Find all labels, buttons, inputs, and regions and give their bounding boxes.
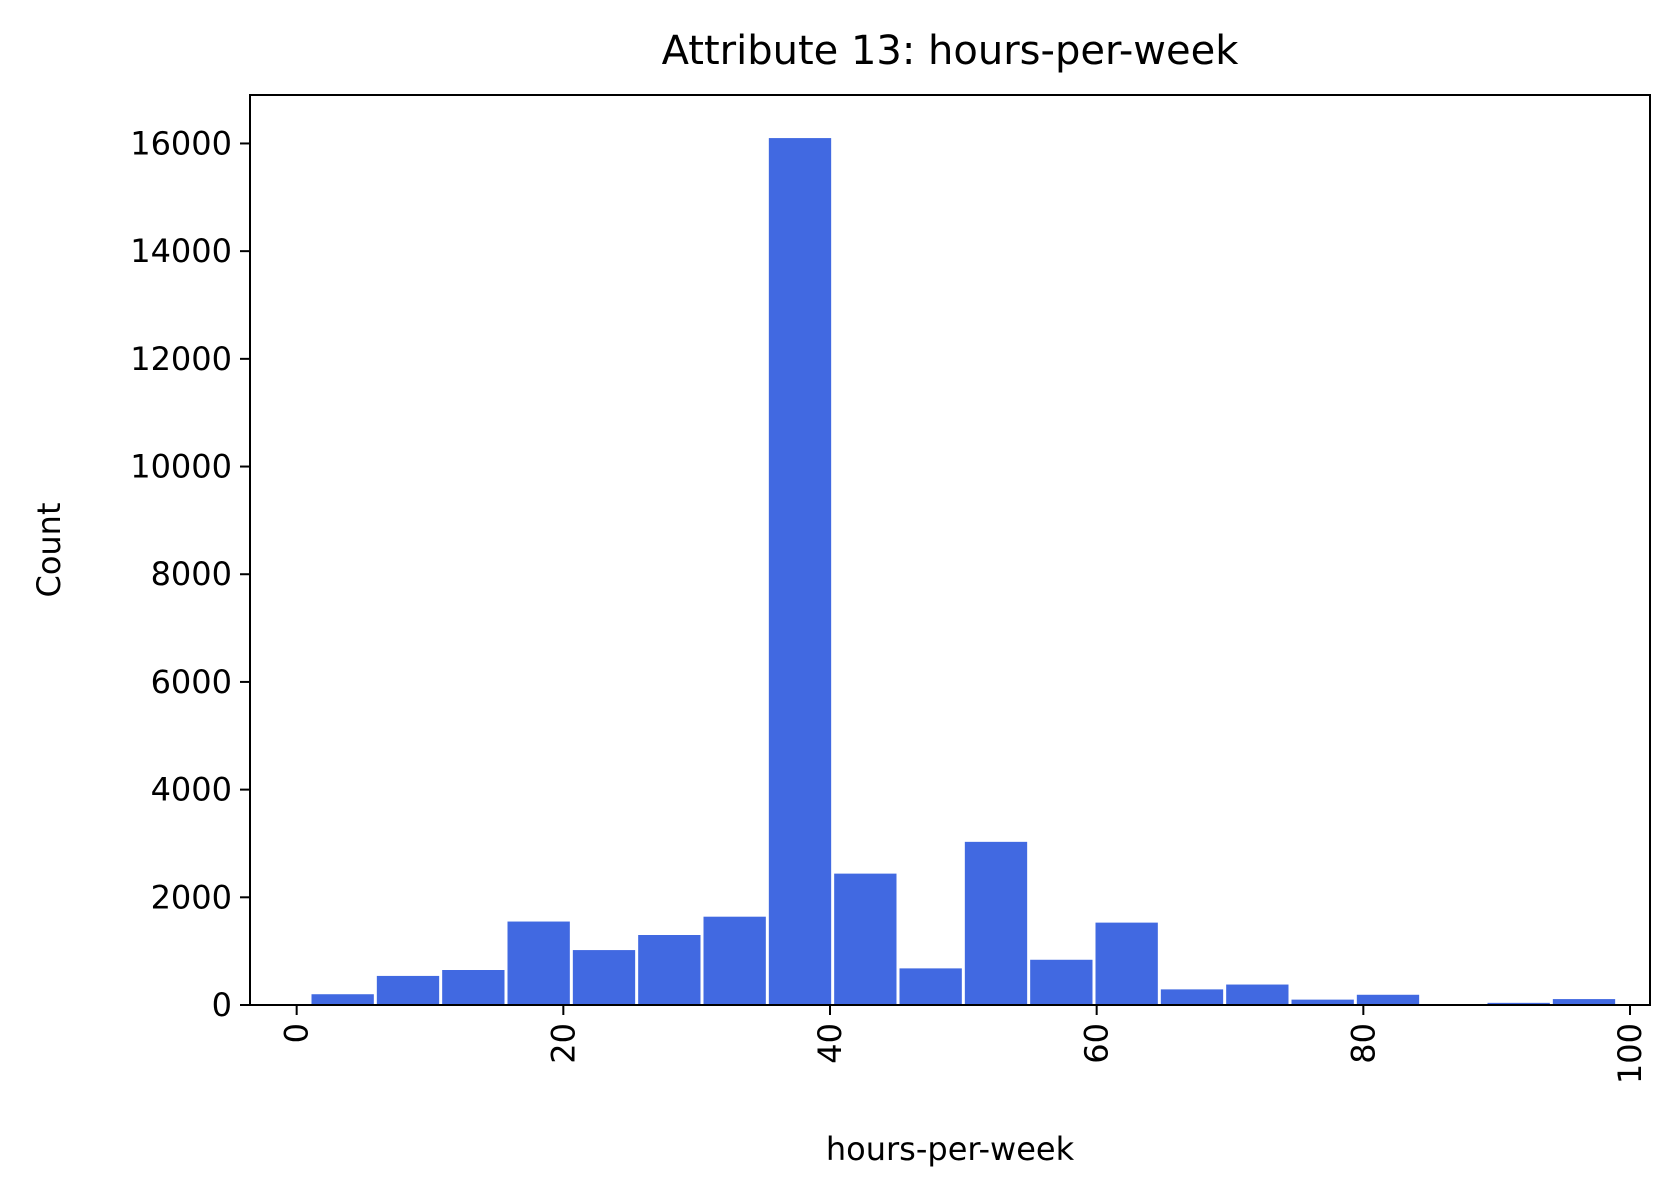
histogram-bar-13 <box>1160 989 1224 1005</box>
y-tick-label: 6000 <box>151 663 232 701</box>
y-tick-label: 0 <box>212 986 232 1024</box>
histogram-bar-0 <box>311 994 374 1005</box>
histogram-bar-14 <box>1226 984 1289 1005</box>
histogram-bar-1 <box>376 975 440 1005</box>
histogram-bar-8 <box>834 873 897 1005</box>
x-tick-label: 60 <box>1078 1023 1116 1064</box>
x-axis: 0 20 40 60 80 100 <box>278 1005 1649 1084</box>
x-tick-label: 80 <box>1344 1023 1382 1064</box>
histogram-bar-5 <box>638 935 701 1005</box>
histogram-bar-7 <box>768 138 832 1005</box>
histogram-bar-18 <box>1487 1002 1550 1005</box>
histogram-bar-15 <box>1291 999 1354 1005</box>
x-tick-label: 100 <box>1611 1023 1649 1084</box>
histogram-bar-6 <box>703 916 766 1005</box>
y-axis: 0 2000 4000 6000 8000 10000 12000 14000 16000 <box>130 124 250 1024</box>
histogram-bar-9 <box>899 968 962 1005</box>
histogram-bar-2 <box>442 970 505 1005</box>
y-tick-label: 12000 <box>130 340 232 378</box>
y-tick-label: 16000 <box>130 124 232 162</box>
histogram-bar-19 <box>1552 999 1616 1005</box>
x-tick-label: 0 <box>278 1023 316 1043</box>
histogram-bar-10 <box>964 841 1028 1005</box>
y-tick-label: 14000 <box>130 232 232 270</box>
histogram-bar-16 <box>1356 994 1420 1005</box>
plot-frame <box>249 94 1651 1006</box>
y-tick-label: 4000 <box>151 771 232 809</box>
x-tick-label: 20 <box>544 1023 582 1064</box>
y-tick-label: 8000 <box>151 555 232 593</box>
histogram-bar-4 <box>572 950 636 1005</box>
histogram-bar-11 <box>1030 959 1093 1005</box>
chart-title: Attribute 13: hours-per-week <box>662 28 1240 74</box>
x-axis-label: hours-per-week <box>826 1130 1075 1168</box>
histogram-bar-12 <box>1095 922 1158 1005</box>
y-axis-label: Count <box>30 502 68 597</box>
x-tick-label: 40 <box>811 1023 849 1064</box>
bars <box>311 138 1616 1005</box>
y-tick-label: 2000 <box>151 878 232 916</box>
y-tick-label: 10000 <box>130 448 232 486</box>
histogram-bar-3 <box>507 921 570 1005</box>
